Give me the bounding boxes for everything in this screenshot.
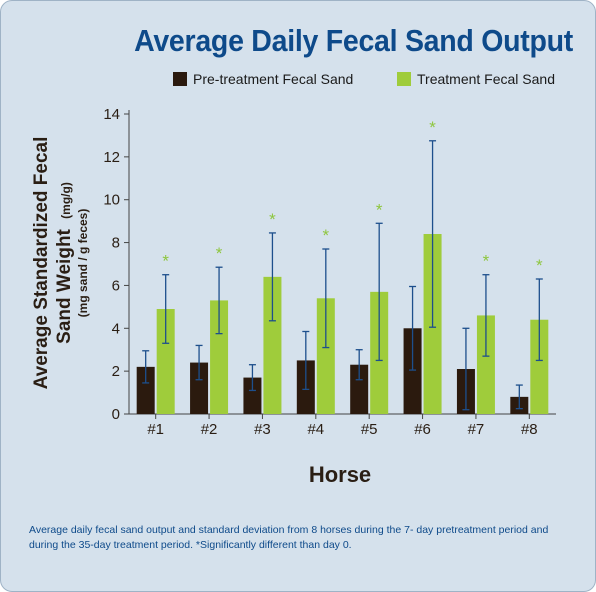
y-tick-label: 4 xyxy=(112,320,120,337)
chart-title: Average Daily Fecal Sand Output xyxy=(134,23,573,58)
y-tick-label: 2 xyxy=(112,363,120,380)
legend: Pre-treatment Fecal Sand Treatment Fecal… xyxy=(1,71,595,91)
y-tick-label: 8 xyxy=(112,235,120,252)
y-tick-label: 12 xyxy=(103,149,120,166)
legend-item-pre: Pre-treatment Fecal Sand xyxy=(173,71,353,87)
chart-caption: Average daily fecal sand output and stan… xyxy=(29,524,549,551)
bar-chart: Average Standardized Fecal Sand Weight (… xyxy=(31,106,556,487)
x-axis-label: Horse xyxy=(309,462,371,487)
bar-treatment xyxy=(530,319,549,414)
bar-treatment xyxy=(156,309,175,414)
bar-treatment xyxy=(316,298,335,414)
legend-swatch-pre xyxy=(173,72,187,86)
bar-pre-treatment xyxy=(403,328,422,414)
bar-pre-treatment xyxy=(190,362,209,414)
bar-pre-treatment xyxy=(136,366,155,414)
x-tick-label: #8 xyxy=(521,421,538,438)
bar-treatment xyxy=(263,276,282,414)
bar-treatment xyxy=(210,300,229,414)
y-tick-label: 10 xyxy=(103,192,120,209)
legend-item-treatment: Treatment Fecal Sand xyxy=(397,71,555,87)
legend-swatch-treatment xyxy=(397,72,411,86)
y-axis-label-line1: Average Standardized Fecal xyxy=(31,137,52,390)
significance-star: * xyxy=(216,244,223,263)
significance-star: * xyxy=(269,210,276,229)
significance-star: * xyxy=(376,200,383,219)
legend-label-treatment: Treatment Fecal Sand xyxy=(417,71,555,87)
y-axis-unit-1: (mg/g) xyxy=(59,182,73,219)
y-axis-label-line2-group: Sand Weight (mg/g) xyxy=(54,182,75,344)
x-tick-label: #1 xyxy=(147,421,164,438)
y-tick-label: 6 xyxy=(112,277,120,294)
bar-pre-treatment xyxy=(350,364,369,414)
x-tick-label: #5 xyxy=(361,421,378,438)
legend-label-pre: Pre-treatment Fecal Sand xyxy=(193,71,354,87)
significance-star: * xyxy=(536,256,543,275)
x-tick-label: #3 xyxy=(254,421,271,438)
significance-star: * xyxy=(162,252,169,271)
significance-star: * xyxy=(323,226,330,245)
significance-star: * xyxy=(483,252,490,271)
bar-treatment xyxy=(476,315,495,414)
y-tick-label: 0 xyxy=(112,406,120,423)
y-axis-unit-2: (mg sand / g feces) xyxy=(76,209,90,318)
x-tick-label: #6 xyxy=(414,421,431,438)
x-tick-label: #2 xyxy=(201,421,218,438)
x-tick-label: #4 xyxy=(307,421,324,438)
x-tick-label: #7 xyxy=(468,421,485,438)
y-tick-label: 14 xyxy=(103,106,120,123)
significance-star: * xyxy=(429,118,436,137)
bar-pre-treatment xyxy=(243,377,262,414)
y-axis-label-line2: Sand Weight xyxy=(54,228,75,343)
